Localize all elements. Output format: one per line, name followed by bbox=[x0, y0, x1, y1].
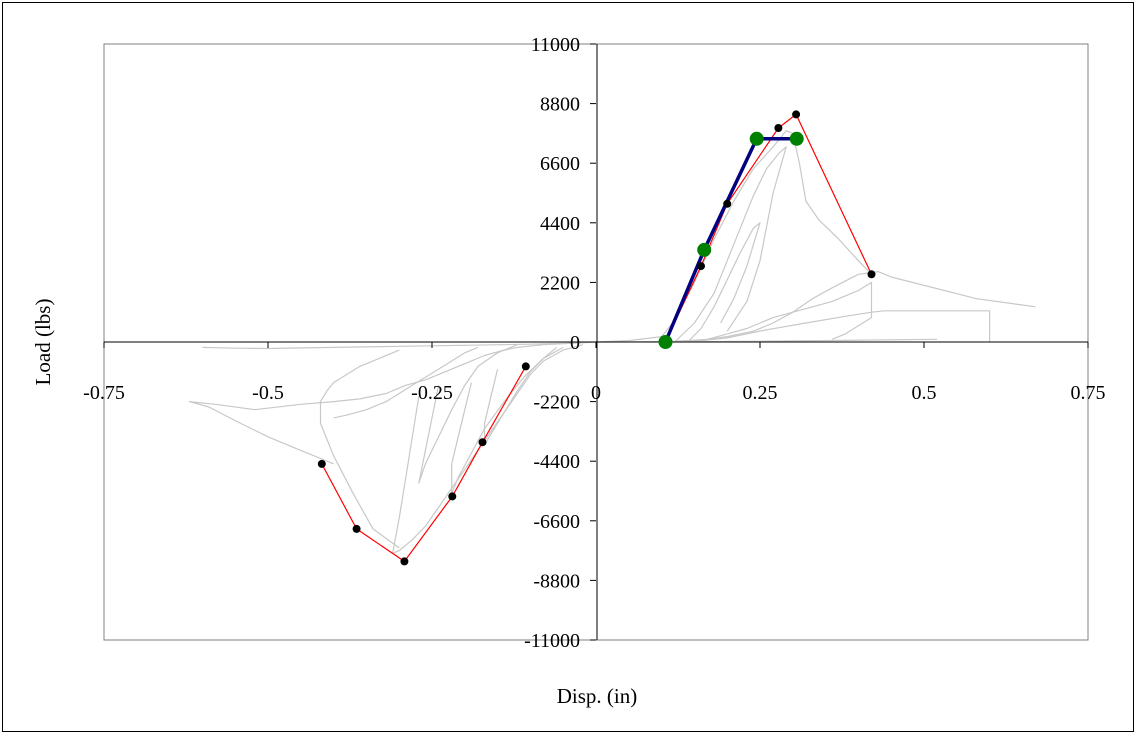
envelope-point bbox=[723, 199, 732, 208]
marker-layer bbox=[317, 110, 876, 566]
envelope-point bbox=[317, 459, 326, 468]
x-tick-label: 0.5 bbox=[912, 382, 937, 404]
y-tick-label: -8800 bbox=[533, 570, 580, 592]
envelope-line bbox=[664, 113, 873, 343]
y-tick-label: 8800 bbox=[540, 94, 580, 116]
hysteresis-curve bbox=[687, 281, 873, 343]
y-tick-label: 0 bbox=[570, 332, 580, 354]
envelope-point bbox=[792, 110, 801, 119]
x-tick-label: 0.25 bbox=[743, 382, 778, 404]
x-tick-label: -0.5 bbox=[252, 382, 284, 404]
hysteresis-curve bbox=[451, 346, 564, 495]
bilinear-point bbox=[658, 335, 673, 349]
y-tick-label: -11000 bbox=[524, 630, 580, 652]
x-tick-label: 0 bbox=[591, 382, 601, 404]
x-tick-label: -0.75 bbox=[83, 382, 125, 404]
hysteresis-curve bbox=[595, 130, 872, 343]
bilinear-point bbox=[697, 242, 712, 257]
hysteresis-curve bbox=[418, 344, 518, 484]
envelope-point bbox=[478, 438, 487, 447]
y-tick-label: -4400 bbox=[533, 451, 580, 473]
hysteresis-curve bbox=[483, 346, 557, 446]
hysteresis-curve bbox=[188, 271, 1036, 465]
envelope-point bbox=[352, 524, 361, 533]
y-tick-label: 4400 bbox=[540, 213, 580, 235]
envelope-point bbox=[697, 262, 705, 271]
hysteresis-curve bbox=[333, 346, 479, 419]
hysteresis-curve bbox=[319, 349, 400, 549]
envelope-point bbox=[521, 362, 530, 371]
y-tick-label: -2200 bbox=[533, 392, 580, 414]
bilinear-fit-line bbox=[663, 137, 797, 343]
y-tick-label: -6600 bbox=[533, 511, 580, 533]
y-axis-title: Load (lbs) bbox=[31, 299, 55, 386]
tick-layer: -0.75 -0.5 -0.25 0 0.25 0.5 0.75 11000 8800 6600 4… bbox=[83, 34, 1105, 652]
envelope-point bbox=[400, 557, 409, 566]
hysteresis-curve bbox=[202, 342, 583, 350]
x-axis-title: Disp. (in) bbox=[557, 684, 638, 708]
x-tick-label: 0.75 bbox=[1071, 382, 1106, 404]
y-tick-label: 11000 bbox=[531, 34, 580, 56]
y-tick-label: 2200 bbox=[540, 272, 580, 294]
bilinear-point bbox=[749, 131, 764, 146]
envelope-line bbox=[321, 366, 527, 563]
envelope-point bbox=[867, 270, 876, 279]
envelope-point bbox=[448, 492, 457, 501]
hysteresis-curve bbox=[687, 222, 761, 343]
x-tick-label: -0.25 bbox=[411, 382, 453, 404]
y-tick-label: 6600 bbox=[540, 153, 580, 175]
bilinear-point bbox=[789, 131, 804, 146]
hysteresis-curve bbox=[687, 310, 991, 343]
hysteresis-curve bbox=[674, 146, 787, 343]
envelope-point bbox=[774, 124, 783, 132]
